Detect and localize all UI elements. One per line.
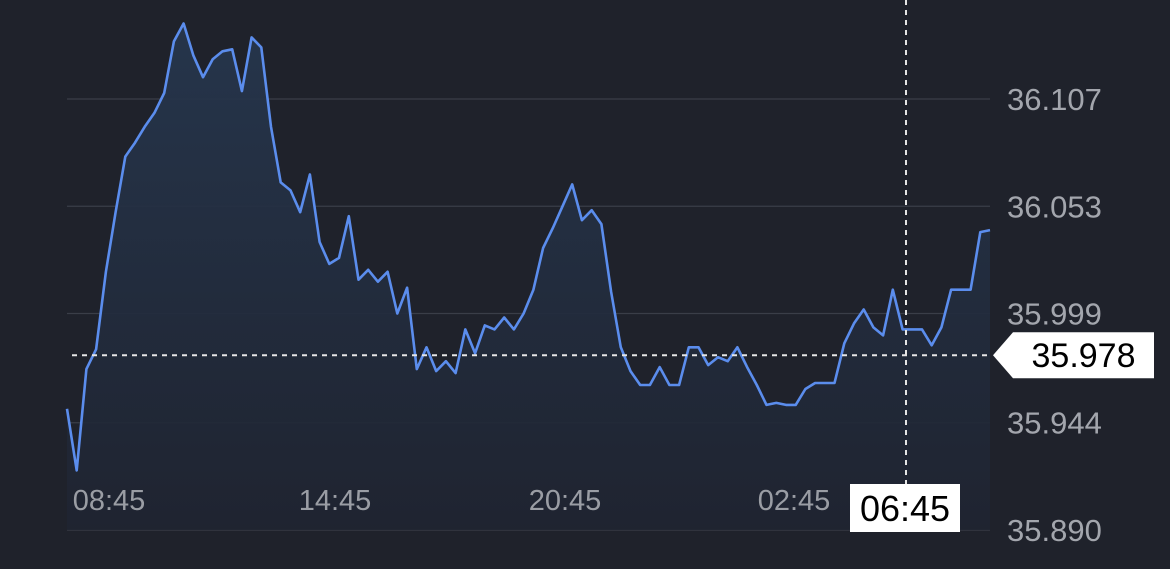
crosshair-time-label: 06:45 xyxy=(850,484,960,532)
x-tick-label: 20:45 xyxy=(529,485,602,517)
x-axis: 08:45 14:45 20:45 02:45 xyxy=(73,485,831,517)
crosshair-time-value: 06:45 xyxy=(860,488,950,529)
x-tick-label: 08:45 xyxy=(73,485,146,517)
y-tick-label: 35.944 xyxy=(1007,406,1102,441)
price-area-fill xyxy=(67,23,990,530)
y-tick-label: 36.053 xyxy=(1007,189,1102,224)
x-tick-label: 14:45 xyxy=(299,485,372,517)
current-price-value: 35.978 xyxy=(1032,337,1136,375)
y-tick-label: 35.999 xyxy=(1007,297,1102,332)
x-tick-label: 02:45 xyxy=(758,485,831,517)
y-tick-label: 35.890 xyxy=(1007,513,1102,548)
y-axis: 36.107 36.053 35.999 35.944 35.890 xyxy=(1007,82,1102,548)
y-tick-label: 36.107 xyxy=(1007,82,1102,117)
time-tag-shape xyxy=(850,484,960,532)
price-tag-shape xyxy=(993,332,1154,379)
current-price-label: 35.978 xyxy=(993,332,1154,379)
price-line xyxy=(65,22,991,472)
